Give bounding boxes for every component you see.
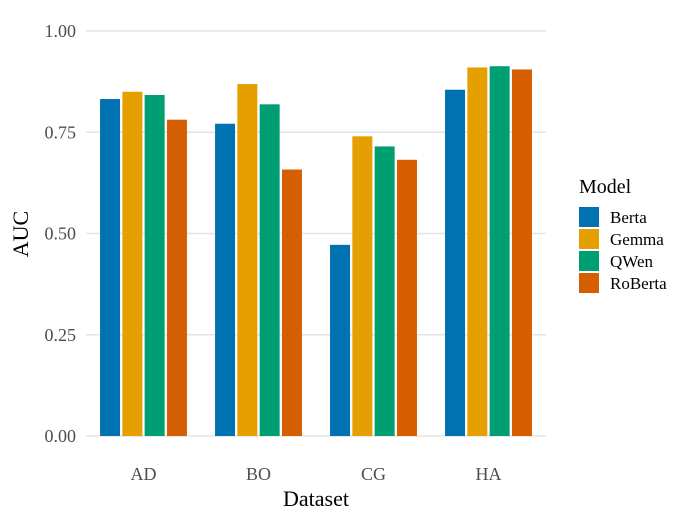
bar-gemma-ad xyxy=(122,91,143,436)
bar-berta-ad xyxy=(100,99,121,436)
legend-title: Model xyxy=(579,176,632,198)
bar-gemma-ha xyxy=(467,67,488,436)
legend-key-qwen xyxy=(579,251,599,271)
x-tick-label: BO xyxy=(246,464,271,484)
legend-label: Gemma xyxy=(610,230,664,249)
x-tick-labels: AD BO CG HA xyxy=(131,464,502,484)
bar-qwen-ha xyxy=(489,66,510,437)
y-tick-label: 0.25 xyxy=(45,325,77,345)
legend-key-gemma xyxy=(579,229,599,249)
y-tick-label: 0.00 xyxy=(45,426,77,446)
bar-gemma-cg xyxy=(352,136,373,437)
y-tick-label: 0.50 xyxy=(45,224,77,244)
x-axis-title: Dataset xyxy=(283,486,349,511)
y-tick-labels: 0.00 0.25 0.50 0.75 1.00 xyxy=(45,21,77,446)
bar-qwen-bo xyxy=(259,104,280,437)
y-tick-label: 1.00 xyxy=(45,21,77,41)
bars xyxy=(100,66,532,437)
bar-berta-bo xyxy=(215,123,236,437)
bar-roberta-ad xyxy=(166,119,187,436)
x-tick-label: HA xyxy=(476,464,502,484)
legend-key-roberta xyxy=(579,273,599,293)
legend-label: Berta xyxy=(610,208,647,227)
y-tick-label: 0.75 xyxy=(45,122,77,142)
x-tick-label: CG xyxy=(361,464,386,484)
bar-roberta-ha xyxy=(511,69,532,436)
legend-label: QWen xyxy=(610,252,654,271)
bar-roberta-cg xyxy=(396,159,417,437)
y-axis-title: AUC xyxy=(8,211,33,257)
legend-label: RoBerta xyxy=(610,274,667,293)
bar-gemma-bo xyxy=(237,84,258,437)
legend: Model Berta Gemma QWen RoBerta xyxy=(579,176,667,293)
bar-qwen-ad xyxy=(144,94,165,437)
bar-berta-ha xyxy=(445,89,466,436)
bar-roberta-bo xyxy=(281,169,302,436)
legend-items: Berta Gemma QWen RoBerta xyxy=(579,207,667,293)
x-tick-label: AD xyxy=(131,464,157,484)
bar-berta-cg xyxy=(330,244,351,436)
legend-key-berta xyxy=(579,207,599,227)
bar-qwen-cg xyxy=(374,146,395,437)
